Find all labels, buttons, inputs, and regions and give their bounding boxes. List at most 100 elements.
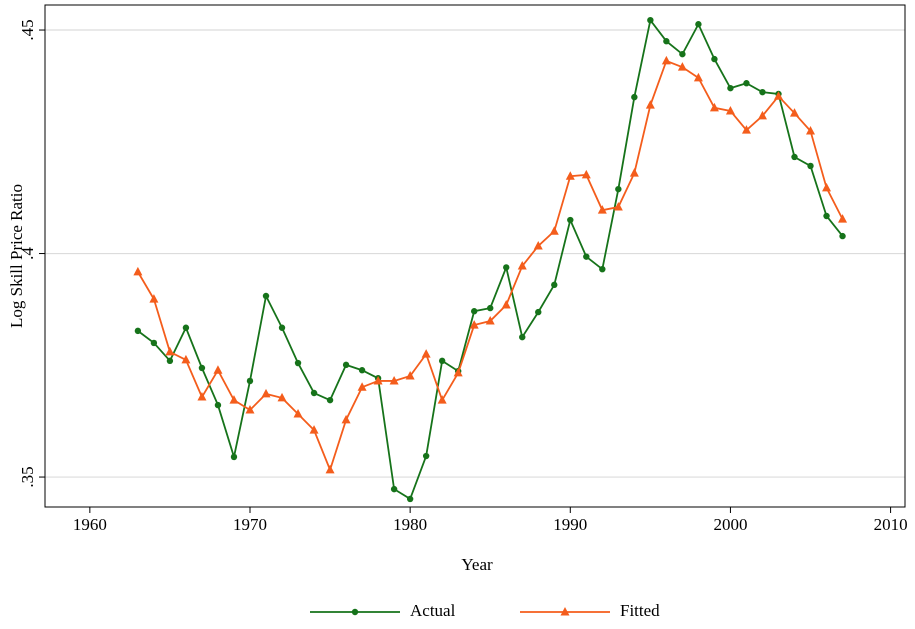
point <box>487 304 494 312</box>
point <box>679 50 686 58</box>
point <box>326 396 334 404</box>
point <box>806 126 816 135</box>
point <box>549 226 559 235</box>
point <box>293 409 303 418</box>
point <box>709 102 719 112</box>
x-tick-label: 1980 <box>393 515 427 534</box>
point <box>597 205 607 214</box>
point <box>727 84 734 92</box>
point <box>357 382 367 391</box>
point <box>214 401 222 409</box>
point <box>149 294 159 303</box>
point <box>166 357 174 365</box>
y-tick-label: .35 <box>18 466 37 487</box>
point <box>405 371 415 380</box>
point <box>565 171 575 180</box>
point <box>629 168 639 177</box>
point <box>581 169 591 179</box>
point <box>741 125 751 134</box>
point <box>133 266 143 276</box>
point <box>663 38 670 45</box>
point <box>551 281 558 289</box>
point <box>822 182 832 192</box>
point <box>213 365 223 374</box>
point <box>438 357 446 365</box>
series-line <box>137 18 844 501</box>
point <box>245 404 255 414</box>
point <box>631 93 638 101</box>
x-tick-label: 1970 <box>233 515 267 534</box>
point <box>519 333 526 341</box>
point <box>838 214 848 223</box>
point <box>677 62 687 71</box>
point <box>421 349 431 358</box>
point <box>342 361 350 369</box>
legend-label: Actual <box>410 601 456 620</box>
point <box>181 354 191 364</box>
point <box>278 324 286 331</box>
x-tick-label: 1990 <box>553 515 587 534</box>
point <box>503 264 510 271</box>
point <box>773 91 783 100</box>
x-tick-label: 2000 <box>713 515 747 534</box>
point <box>373 375 383 385</box>
point <box>693 72 703 82</box>
point <box>517 261 527 270</box>
point <box>485 316 495 325</box>
point <box>294 359 302 367</box>
point <box>390 485 398 493</box>
point <box>198 364 206 372</box>
point <box>501 299 511 309</box>
point <box>711 55 718 63</box>
point <box>422 452 430 460</box>
point <box>661 55 671 65</box>
point <box>647 16 654 24</box>
point <box>567 216 574 224</box>
point <box>150 339 158 347</box>
point <box>182 324 190 331</box>
point <box>453 367 463 377</box>
point <box>325 464 335 474</box>
legend-label: Fitted <box>620 601 660 620</box>
x-tick-label: 1960 <box>73 515 107 534</box>
point <box>246 377 254 385</box>
point <box>583 253 590 260</box>
point <box>341 414 351 424</box>
point <box>389 375 399 385</box>
point <box>229 395 239 404</box>
point <box>358 367 366 374</box>
point <box>823 212 830 220</box>
point <box>230 453 238 461</box>
point <box>757 110 767 120</box>
point <box>725 105 735 115</box>
point <box>197 392 207 401</box>
point <box>743 80 750 87</box>
point <box>134 327 142 335</box>
point <box>645 100 655 109</box>
point <box>839 232 846 240</box>
point <box>470 308 478 315</box>
point <box>535 308 542 316</box>
point <box>262 292 270 300</box>
point <box>613 202 623 211</box>
x-tick-label: 2010 <box>874 515 908 534</box>
point <box>165 346 175 356</box>
y-tick-label: .45 <box>18 19 37 40</box>
y-tick-label: .4 <box>18 247 37 260</box>
point <box>310 389 318 397</box>
legend-marker <box>351 608 359 616</box>
point <box>695 21 702 28</box>
point <box>759 88 766 96</box>
point <box>599 265 606 273</box>
point <box>406 495 414 503</box>
point <box>791 153 798 161</box>
point <box>789 108 799 117</box>
plot-frame <box>44 4 906 508</box>
point <box>277 392 287 402</box>
point <box>437 395 447 404</box>
legend-marker <box>560 607 570 616</box>
x-axis-label: Year <box>461 555 493 574</box>
point <box>533 240 543 250</box>
point <box>309 425 319 434</box>
